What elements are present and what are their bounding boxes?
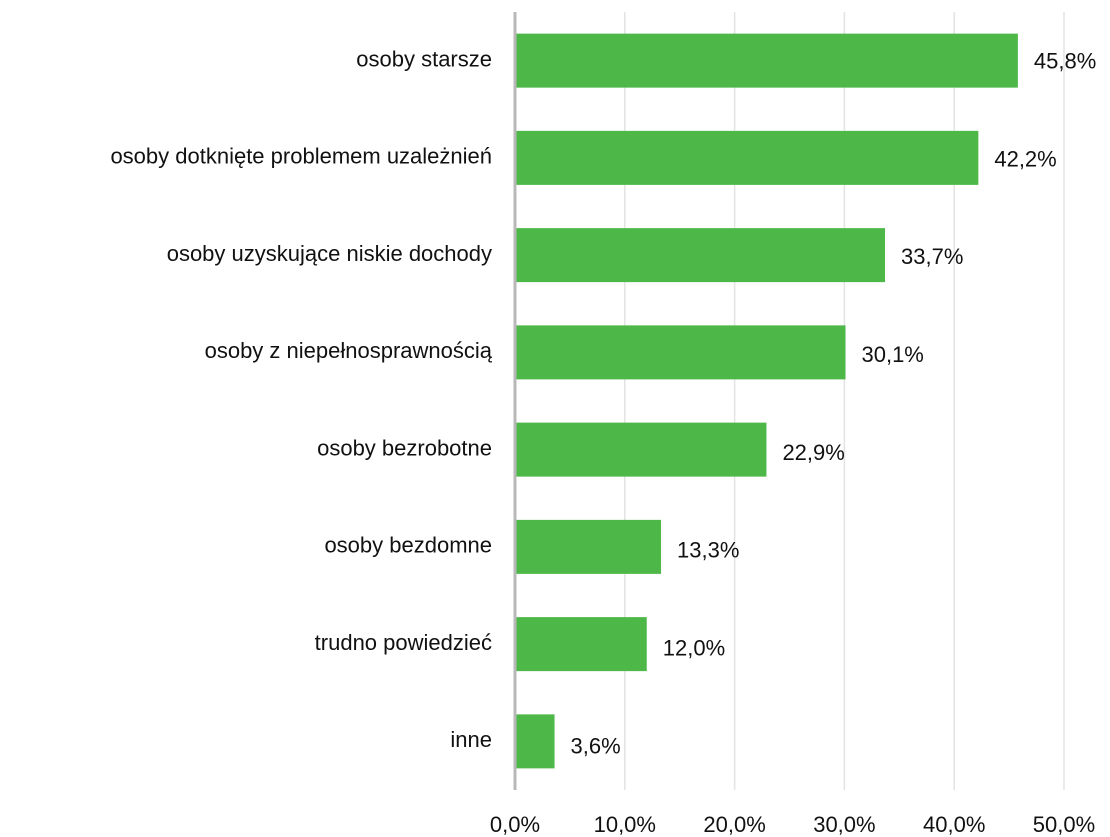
data-label: 22,9% bbox=[782, 440, 844, 465]
y-tick-label: osoby z niepełnosprawnością bbox=[205, 338, 493, 363]
y-tick-label: osoby bezrobotne bbox=[317, 435, 492, 460]
y-tick-label: osoby dotknięte problemem uzależnień bbox=[110, 144, 492, 169]
bar bbox=[515, 228, 886, 283]
x-tick-label: 10,0% bbox=[594, 812, 656, 837]
bar bbox=[515, 33, 1018, 88]
y-tick-label: osoby bezdomne bbox=[324, 533, 492, 558]
y-tick-label: osoby uzyskujące niskie dochody bbox=[167, 241, 492, 266]
bar bbox=[515, 422, 767, 477]
data-label: 45,8% bbox=[1034, 48, 1096, 73]
data-label: 30,1% bbox=[861, 342, 923, 367]
bar bbox=[515, 714, 555, 769]
bar bbox=[515, 617, 647, 672]
y-tick-label: osoby starsze bbox=[356, 46, 492, 71]
x-tick-label: 30,0% bbox=[813, 812, 875, 837]
data-label: 13,3% bbox=[677, 538, 739, 563]
y-tick-label: inne bbox=[450, 727, 492, 752]
bar bbox=[515, 130, 979, 185]
y-tick-label: trudno powiedzieć bbox=[315, 630, 492, 655]
data-label: 42,2% bbox=[994, 146, 1056, 171]
bar bbox=[515, 325, 846, 380]
bar bbox=[515, 519, 662, 574]
data-label: 33,7% bbox=[901, 244, 963, 269]
x-tick-label: 50,0% bbox=[1033, 812, 1095, 837]
x-tick-label: 0,0% bbox=[490, 812, 540, 837]
data-label: 12,0% bbox=[663, 636, 725, 661]
x-tick-label: 40,0% bbox=[923, 812, 985, 837]
x-tick-label: 20,0% bbox=[703, 812, 765, 837]
data-label: 3,6% bbox=[571, 733, 621, 758]
